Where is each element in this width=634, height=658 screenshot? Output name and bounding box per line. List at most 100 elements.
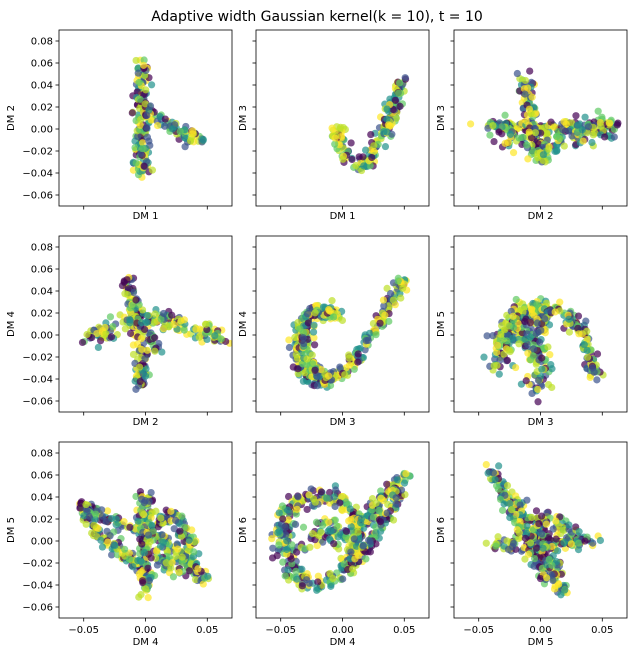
scatter-point — [211, 332, 219, 340]
scatter-point — [385, 122, 394, 130]
scatter-point — [203, 335, 211, 344]
scatter-point — [92, 510, 100, 518]
scatter-point — [589, 131, 597, 139]
scatter-point — [112, 515, 120, 523]
scatter-point — [157, 315, 165, 323]
y-tick-label: 0.00 — [31, 537, 53, 548]
scatter-point — [137, 557, 145, 565]
scatter-point — [380, 302, 388, 310]
scatter-point — [606, 119, 614, 127]
scatter-point — [362, 146, 370, 154]
scatter-point — [190, 548, 198, 556]
scatter-point — [370, 147, 378, 156]
scatter-point — [386, 290, 395, 298]
scatter-point — [135, 78, 143, 87]
scatter-point — [152, 507, 160, 515]
scatter-point — [536, 338, 544, 346]
scatter-point — [480, 353, 488, 361]
scatter-point — [598, 113, 606, 121]
scatter-point — [554, 547, 562, 555]
scatter-point — [533, 301, 541, 309]
scatter-point — [204, 572, 212, 580]
scatter-point — [383, 480, 391, 488]
scatter-point — [581, 537, 589, 545]
scatter-point — [503, 481, 512, 490]
scatter-point — [299, 523, 308, 531]
scatter-point — [199, 580, 207, 588]
scatter-point — [82, 520, 90, 528]
y-axis-label: DM 6 — [436, 517, 447, 543]
chart-panel-2: DM 1 DM 3 — [238, 29, 430, 222]
scatter-point — [527, 134, 536, 142]
scatter-point — [140, 61, 148, 69]
scatter-point — [372, 499, 380, 507]
scatter-point — [509, 539, 518, 548]
scatter-point — [132, 492, 140, 501]
scatter-point — [553, 132, 561, 141]
y-tick-label: −0.02 — [22, 353, 53, 364]
scatter-point — [148, 81, 156, 89]
scatter-point — [515, 534, 523, 543]
scatter-point — [281, 572, 289, 580]
scatter-point — [402, 470, 410, 478]
scatter-point — [567, 540, 576, 548]
scatter-point — [141, 585, 150, 593]
scatter-point — [292, 351, 300, 359]
scatter-point — [284, 492, 293, 501]
scatter-point — [331, 516, 339, 524]
scatter-point — [143, 133, 151, 141]
scatter-point — [181, 143, 189, 151]
scatter-point — [291, 333, 299, 341]
scatter-point — [345, 517, 353, 525]
y-tick-label: 0.08 — [31, 37, 53, 48]
scatter-point — [331, 140, 339, 148]
scatter-point — [313, 382, 322, 390]
scatter-point — [516, 501, 524, 509]
scatter-point — [324, 305, 333, 314]
y-axis-label: DM 5 — [436, 311, 447, 337]
scatter-point — [109, 322, 117, 331]
x-axis-label: DM 2 — [528, 211, 554, 222]
scatter-point — [158, 531, 166, 539]
scatter-point — [284, 566, 292, 574]
scatter-point — [521, 90, 529, 98]
y-tick-label: 0.04 — [31, 81, 53, 92]
scatter-point — [528, 513, 536, 522]
y-tick-label: 0.02 — [31, 103, 53, 114]
scatter-point — [313, 584, 321, 592]
scatter-point — [152, 547, 161, 555]
scatter-point — [509, 323, 518, 332]
scatter-point — [482, 539, 490, 547]
scatter-point — [542, 520, 551, 528]
scatter-point — [323, 494, 331, 502]
scatter-point — [392, 114, 400, 122]
y-axis-label: DM 3 — [436, 105, 447, 131]
scatter-point — [149, 527, 157, 535]
scatter-point — [151, 347, 159, 355]
scatter-point — [91, 516, 99, 524]
y-tick-label: 0.02 — [31, 515, 53, 526]
scatter-point — [171, 516, 180, 525]
scatter-point — [580, 340, 588, 349]
scatter-point — [118, 281, 127, 290]
scatter-point — [379, 296, 388, 304]
scatter-point — [594, 107, 602, 115]
scatter-point — [148, 166, 157, 174]
scatter-point — [133, 88, 141, 96]
scatter-point — [268, 535, 276, 543]
scatter-point — [302, 576, 311, 584]
scatter-point — [515, 529, 523, 537]
scatter-point — [526, 67, 534, 75]
y-tick-label: 0.02 — [31, 309, 53, 320]
scatter-point — [484, 469, 492, 477]
scatter-point — [275, 541, 283, 549]
scatter-point — [311, 498, 319, 506]
scatter-point — [144, 531, 153, 539]
scatter-point — [548, 561, 556, 569]
scatter-point — [306, 543, 314, 551]
scatter-point — [545, 555, 553, 564]
scatter-point — [326, 535, 334, 543]
scatter-point — [146, 102, 155, 110]
scatter-point — [310, 334, 318, 342]
scatter-point — [165, 553, 173, 562]
